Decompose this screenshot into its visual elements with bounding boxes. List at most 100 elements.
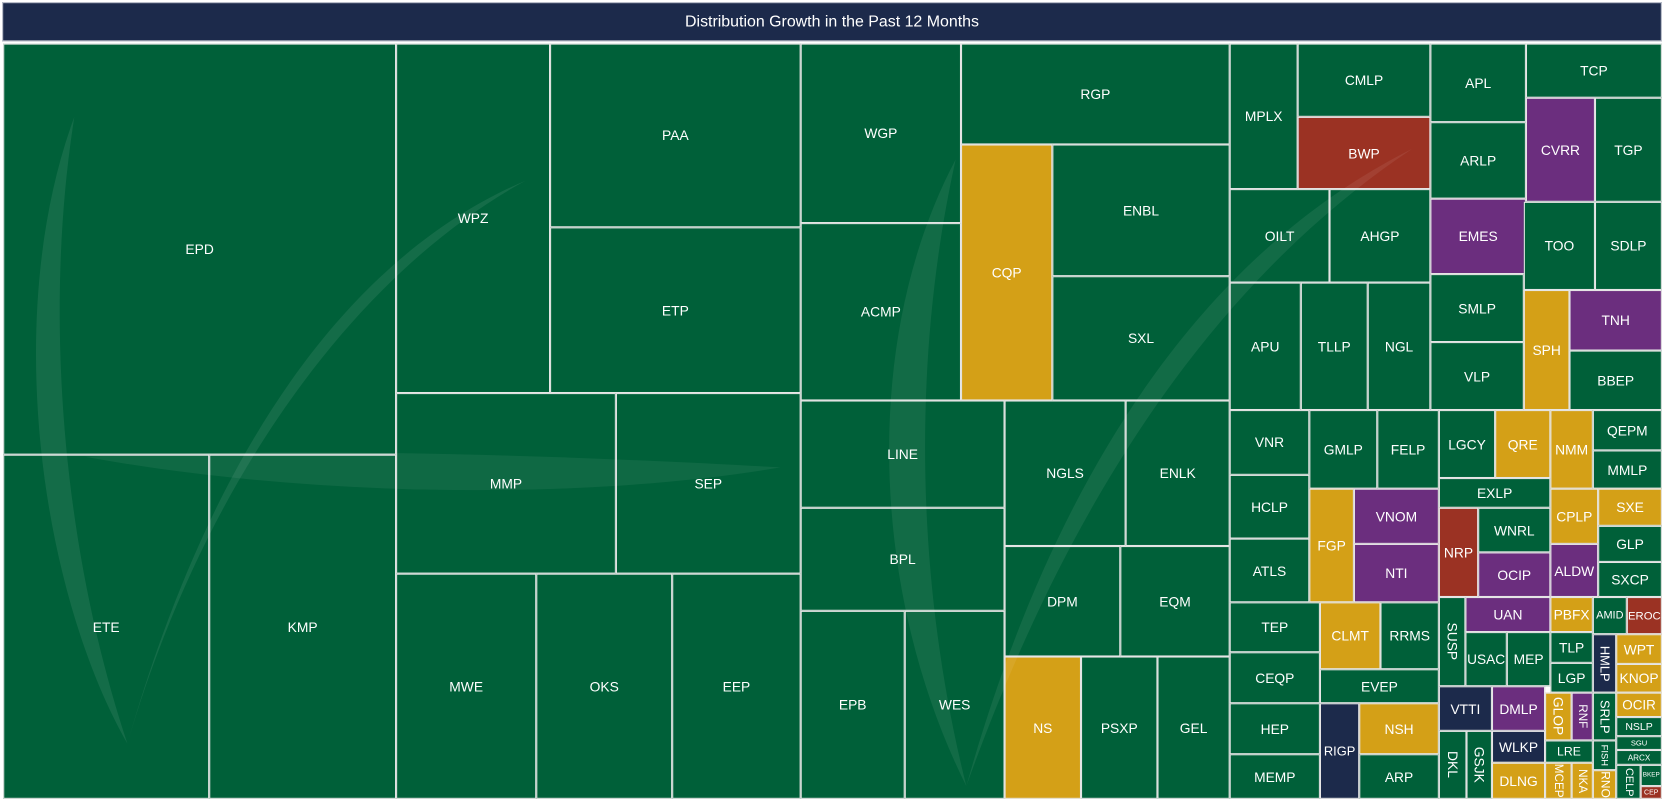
treemap-cell-apl[interactable]: APL [1430, 43, 1526, 123]
treemap-cell-cep[interactable]: CEP [1640, 786, 1662, 799]
treemap-cell-exlp[interactable]: EXLP [1438, 478, 1551, 508]
treemap-cell-sep[interactable]: SEP [615, 393, 801, 574]
treemap-cell-cplp[interactable]: CPLP [1550, 488, 1599, 544]
treemap-cell-eqm[interactable]: EQM [1120, 546, 1230, 657]
treemap-cell-nka[interactable]: NKA [1571, 762, 1593, 799]
treemap-cell-lgp[interactable]: LGP [1550, 662, 1593, 693]
treemap-cell-eep[interactable]: EEP [672, 573, 801, 799]
treemap-cell-cqp[interactable]: CQP [961, 144, 1053, 401]
treemap-cell-kmp[interactable]: KMP [209, 454, 397, 799]
treemap-cell-uan[interactable]: UAN [1465, 597, 1551, 633]
treemap-cell-vnr[interactable]: VNR [1229, 410, 1310, 475]
treemap-cell-paa[interactable]: PAA [550, 43, 801, 228]
treemap-cell-glp[interactable]: GLP [1598, 525, 1662, 562]
treemap-cell-usac[interactable]: USAC [1465, 632, 1507, 687]
treemap-cell-hclp[interactable]: HCLP [1229, 474, 1310, 539]
treemap-cell-epb[interactable]: EPB [800, 610, 905, 799]
treemap-cell-apu[interactable]: APU [1229, 282, 1301, 411]
treemap-cell-sph[interactable]: SPH [1523, 290, 1570, 411]
treemap-cell-qepm[interactable]: QEPM [1592, 410, 1662, 451]
treemap-cell-mcep[interactable]: MCEP [1545, 762, 1572, 799]
treemap-cell-srlp[interactable]: SRLP [1592, 692, 1617, 741]
treemap-cell-nmm[interactable]: NMM [1550, 410, 1593, 489]
treemap-cell-sgu[interactable]: SGU [1616, 736, 1662, 750]
treemap-cell-tlp[interactable]: TLP [1550, 632, 1593, 663]
treemap-cell-arp[interactable]: ARP [1359, 754, 1439, 799]
treemap-cell-fish[interactable]: FISH [1592, 740, 1617, 771]
treemap-cell-cvrr[interactable]: CVRR [1525, 97, 1595, 202]
treemap-cell-smlp[interactable]: SMLP [1430, 274, 1524, 343]
treemap-cell-felp[interactable]: FELP [1377, 410, 1439, 489]
treemap-cell-glop[interactable]: GLOP [1545, 692, 1572, 741]
treemap-cell-line[interactable]: LINE [800, 400, 1005, 508]
treemap-cell-dkl[interactable]: DKL [1438, 730, 1467, 799]
treemap-cell-ngl[interactable]: NGL [1367, 282, 1431, 411]
treemap-cell-tnh[interactable]: TNH [1569, 290, 1662, 351]
treemap-cell-nslp[interactable]: NSLP [1616, 717, 1662, 737]
treemap-cell-rnf[interactable]: RNF [1571, 692, 1593, 741]
treemap-cell-too[interactable]: TOO [1523, 201, 1595, 291]
treemap-cell-amid[interactable]: AMID [1592, 597, 1627, 635]
treemap-cell-susp[interactable]: SUSP [1438, 597, 1466, 687]
treemap-cell-bkep[interactable]: BKEP [1640, 764, 1662, 787]
treemap-cell-oks[interactable]: OKS [536, 573, 673, 799]
treemap-cell-emes[interactable]: EMES [1430, 198, 1526, 275]
treemap-cell-ocip[interactable]: OCIP [1478, 552, 1551, 598]
treemap-cell-nsh[interactable]: NSH [1359, 703, 1439, 755]
treemap-cell-knop[interactable]: KNOP [1616, 663, 1662, 693]
treemap-cell-vnom[interactable]: VNOM [1353, 488, 1439, 544]
treemap-cell-ceqp[interactable]: CEQP [1229, 652, 1320, 704]
treemap-cell-ocir[interactable]: OCIR [1616, 692, 1662, 718]
treemap-cell-lgcy[interactable]: LGCY [1438, 410, 1496, 479]
treemap-cell-lre[interactable]: LRE [1545, 740, 1593, 763]
treemap-cell-mplx[interactable]: MPLX [1229, 43, 1298, 190]
treemap-cell-enlk[interactable]: ENLK [1125, 400, 1230, 547]
treemap-cell-hep[interactable]: HEP [1229, 703, 1320, 755]
treemap-cell-wgp[interactable]: WGP [800, 43, 962, 224]
treemap-cell-sxcp[interactable]: SXCP [1598, 561, 1662, 598]
treemap-cell-gel[interactable]: GEL [1157, 656, 1230, 799]
treemap-cell-bwp[interactable]: BWP [1297, 116, 1431, 190]
treemap-cell-mmlp[interactable]: MMLP [1592, 450, 1662, 489]
treemap-cell-rigp[interactable]: RIGP [1319, 703, 1360, 799]
treemap-cell-dmlp[interactable]: DMLP [1491, 686, 1546, 731]
treemap-cell-dpm[interactable]: DPM [1004, 546, 1121, 657]
treemap-cell-memp[interactable]: MEMP [1229, 754, 1320, 799]
treemap-cell-psxp[interactable]: PSXP [1081, 656, 1158, 799]
treemap-cell-arlp[interactable]: ARLP [1430, 122, 1526, 199]
treemap-cell-acmp[interactable]: ACMP [800, 223, 962, 401]
treemap-cell-oilt[interactable]: OILT [1229, 189, 1330, 283]
treemap-cell-eroc[interactable]: EROC [1626, 597, 1662, 635]
treemap-cell-cmlp[interactable]: CMLP [1297, 43, 1431, 117]
treemap-cell-enbl[interactable]: ENBL [1052, 144, 1230, 277]
treemap-cell-wes[interactable]: WES [904, 610, 1005, 799]
treemap-cell-nrp[interactable]: NRP [1438, 507, 1479, 598]
treemap-cell-tgp[interactable]: TGP [1594, 97, 1662, 202]
treemap-cell-hmlp[interactable]: HMLP [1592, 634, 1617, 693]
treemap-cell-nti[interactable]: NTI [1353, 543, 1439, 603]
treemap-cell-mep[interactable]: MEP [1506, 632, 1551, 687]
treemap-cell-gmlp[interactable]: GMLP [1309, 410, 1378, 489]
treemap-cell-rrms[interactable]: RRMS [1380, 602, 1439, 670]
treemap-cell-tcp[interactable]: TCP [1525, 43, 1662, 98]
treemap-cell-wpz[interactable]: WPZ [396, 43, 551, 394]
treemap-cell-evep[interactable]: EVEP [1319, 669, 1439, 704]
treemap-cell-celp[interactable]: CELP [1616, 764, 1641, 799]
treemap-cell-gsjk[interactable]: GSJK [1466, 730, 1492, 799]
treemap-cell-mmp[interactable]: MMP [396, 393, 616, 574]
treemap-cell-ngls[interactable]: NGLS [1004, 400, 1126, 547]
treemap-cell-ns[interactable]: NS [1004, 656, 1082, 799]
treemap-cell-qre[interactable]: QRE [1495, 410, 1551, 479]
treemap-cell-etp[interactable]: ETP [550, 227, 801, 394]
treemap-cell-sxe[interactable]: SXE [1598, 488, 1662, 526]
treemap-cell-vtti[interactable]: VTTI [1438, 686, 1492, 731]
treemap-cell-bpl[interactable]: BPL [800, 507, 1005, 611]
treemap-cell-vlp[interactable]: VLP [1430, 342, 1524, 411]
treemap-cell-dlng[interactable]: DLNG [1491, 762, 1546, 799]
treemap-cell-ete[interactable]: ETE [3, 454, 210, 799]
treemap-cell-epd[interactable]: EPD [3, 43, 397, 455]
treemap-cell-pbfx[interactable]: PBFX [1550, 597, 1593, 633]
treemap-cell-wnrl[interactable]: WNRL [1478, 507, 1551, 553]
treemap-cell-ahgp[interactable]: AHGP [1329, 189, 1431, 283]
treemap-cell-mwe[interactable]: MWE [396, 573, 537, 799]
